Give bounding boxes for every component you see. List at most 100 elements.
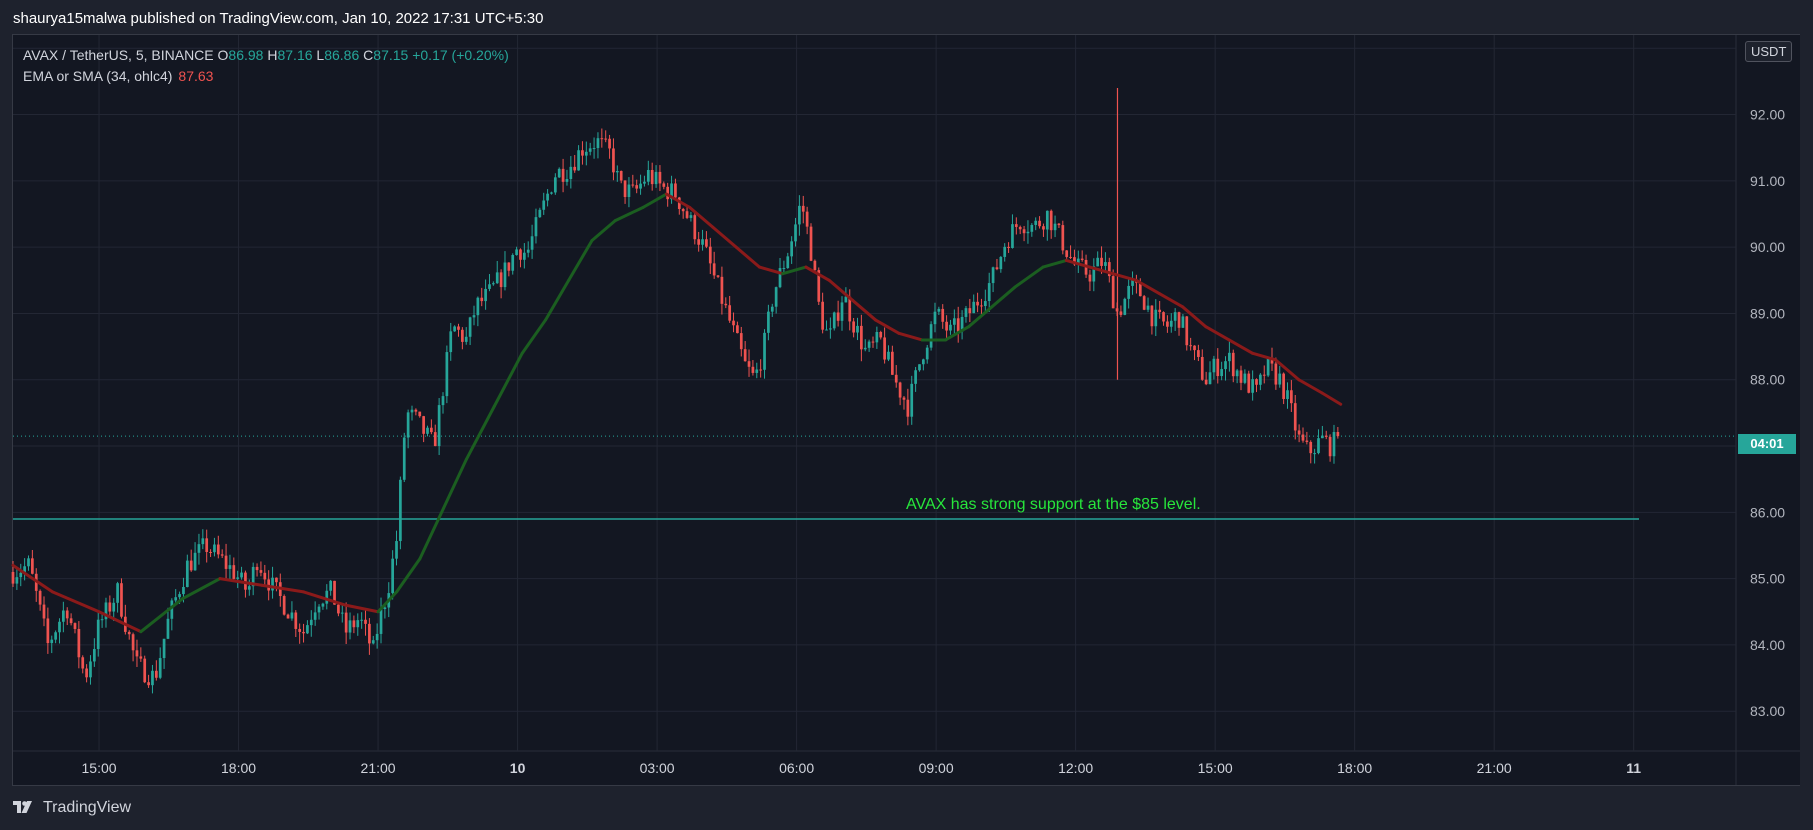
candle-body	[426, 427, 429, 434]
candle-body	[1336, 432, 1340, 437]
footer-brand[interactable]: TradingView	[13, 799, 131, 817]
y-tick-label: 90.00	[1750, 239, 1785, 255]
candle-body	[701, 239, 704, 245]
candle-body	[507, 262, 511, 271]
candle-body	[1065, 250, 1069, 257]
candle-body	[538, 209, 542, 218]
candle-body	[240, 572, 243, 578]
candle-body	[503, 262, 507, 288]
x-tick-label: 21:00	[1477, 760, 1512, 776]
candle-body	[697, 239, 701, 245]
candle-body	[185, 560, 189, 588]
candle-body	[995, 267, 999, 270]
ema-line-segment	[543, 278, 571, 322]
candle-body	[546, 193, 549, 201]
candle-body	[472, 315, 476, 318]
candle-body	[1096, 257, 1100, 267]
candle-body	[565, 179, 569, 182]
candle-body	[1332, 432, 1336, 457]
candle-body	[457, 326, 460, 330]
legend-ohlc-row: AVAX / TetherUS, 5, BINANCE O86.98 H87.1…	[23, 45, 509, 66]
candle-body	[1158, 309, 1162, 313]
candle-body	[519, 249, 522, 260]
candle-body	[612, 148, 615, 173]
currency-unit-badge[interactable]: USDT	[1745, 41, 1793, 62]
candle-body	[643, 181, 646, 184]
candle-body	[1212, 358, 1216, 373]
legend-symbol[interactable]: AVAX / TetherUS, 5, BINANCE	[23, 47, 214, 63]
candle-body	[658, 171, 662, 184]
ema-line-segment	[260, 583, 306, 594]
legend-indicator-name[interactable]: EMA or SMA (34, ohlc4)	[23, 68, 173, 84]
candle-body	[232, 565, 236, 579]
candle-body	[550, 192, 553, 194]
candle-body	[557, 168, 561, 178]
ema-line-segment	[827, 278, 854, 302]
y-tick-label: 88.00	[1750, 372, 1785, 388]
candle-body	[1073, 257, 1076, 265]
candle-body	[654, 171, 658, 185]
candle-body	[116, 583, 119, 603]
x-tick-label: 11	[1626, 760, 1641, 776]
candle-body	[1220, 369, 1223, 377]
ema-line-segment	[1041, 258, 1068, 269]
candle-body	[759, 369, 763, 371]
candle-body	[604, 138, 608, 140]
candle-body	[77, 628, 81, 658]
candle-body	[534, 217, 538, 237]
candle-body	[104, 602, 108, 620]
candle-body	[263, 572, 267, 580]
candle-body	[294, 612, 298, 629]
y-tick-label: 91.00	[1750, 173, 1785, 189]
candle-body	[782, 267, 786, 269]
ema-line-segment	[967, 305, 994, 329]
candle-body	[1069, 256, 1072, 258]
candle-body	[914, 370, 917, 384]
ema-line-segment	[874, 318, 901, 335]
candle-body	[1034, 220, 1038, 225]
candle-body	[201, 538, 205, 545]
candle-body	[1189, 345, 1193, 347]
candle-body	[1231, 352, 1235, 377]
candle-body	[581, 150, 584, 156]
candle-body	[375, 633, 379, 641]
candle-body	[158, 658, 162, 678]
candle-body	[85, 668, 88, 678]
candle-body	[1107, 262, 1111, 277]
candle-body	[259, 570, 263, 573]
ema-line-segment	[1320, 391, 1343, 406]
candle-body	[348, 620, 352, 633]
candle-body	[251, 566, 255, 587]
candle-body	[317, 606, 321, 613]
candle-body	[960, 316, 964, 332]
candle-body	[333, 580, 336, 605]
ema-line-segment	[11, 563, 55, 594]
candle-body	[143, 658, 147, 683]
ema-line-segment	[1111, 272, 1138, 282]
candle-body	[216, 544, 220, 555]
ema-line-segment	[181, 577, 222, 601]
candle-body	[631, 184, 635, 186]
candle-body	[1193, 345, 1196, 351]
candle-body	[19, 572, 23, 578]
candle-body	[313, 612, 317, 620]
candle-body	[271, 577, 274, 591]
ema-line-segment	[1157, 292, 1185, 309]
ema-line-segment	[1181, 305, 1208, 329]
candle-body	[1247, 373, 1251, 393]
legend-close-label: C	[363, 47, 374, 63]
candle-body	[1278, 373, 1282, 385]
candle-body	[681, 208, 685, 212]
candle-body	[50, 639, 54, 644]
candle-body	[89, 661, 92, 678]
candle-body	[821, 301, 824, 330]
candle-body	[197, 544, 201, 553]
candle-body	[515, 249, 518, 255]
candle-body	[1309, 441, 1313, 454]
candle-body	[1104, 262, 1107, 266]
candle-body	[69, 618, 73, 624]
candle-body	[108, 602, 112, 612]
legend-high-label: H	[267, 47, 278, 63]
candle-body	[11, 572, 15, 584]
